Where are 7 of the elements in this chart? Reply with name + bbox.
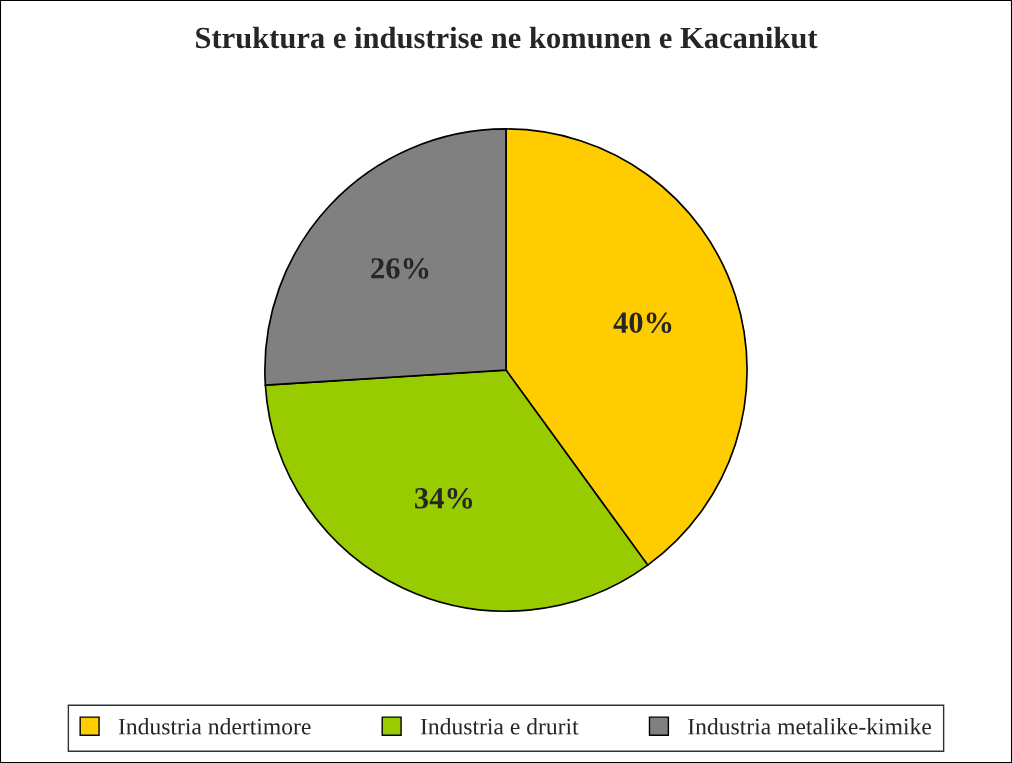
legend-label: Industria e drurit — [420, 717, 579, 735]
legend-label: Industria ndertimore — [118, 717, 311, 735]
data-label: 34% — [415, 487, 473, 509]
chart-title: Struktura e industrise ne komunen e Kacanikut — [196, 26, 818, 49]
data-label: 26% — [371, 258, 429, 279]
data-label: 40% — [613, 312, 672, 334]
legend-label: Industria metalike-kimike — [688, 717, 932, 735]
